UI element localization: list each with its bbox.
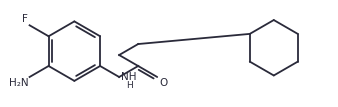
Text: H₂N: H₂N (8, 78, 28, 88)
Text: O: O (159, 78, 167, 88)
Text: H: H (127, 81, 133, 90)
Text: F: F (22, 14, 28, 24)
Text: NH: NH (121, 72, 137, 82)
